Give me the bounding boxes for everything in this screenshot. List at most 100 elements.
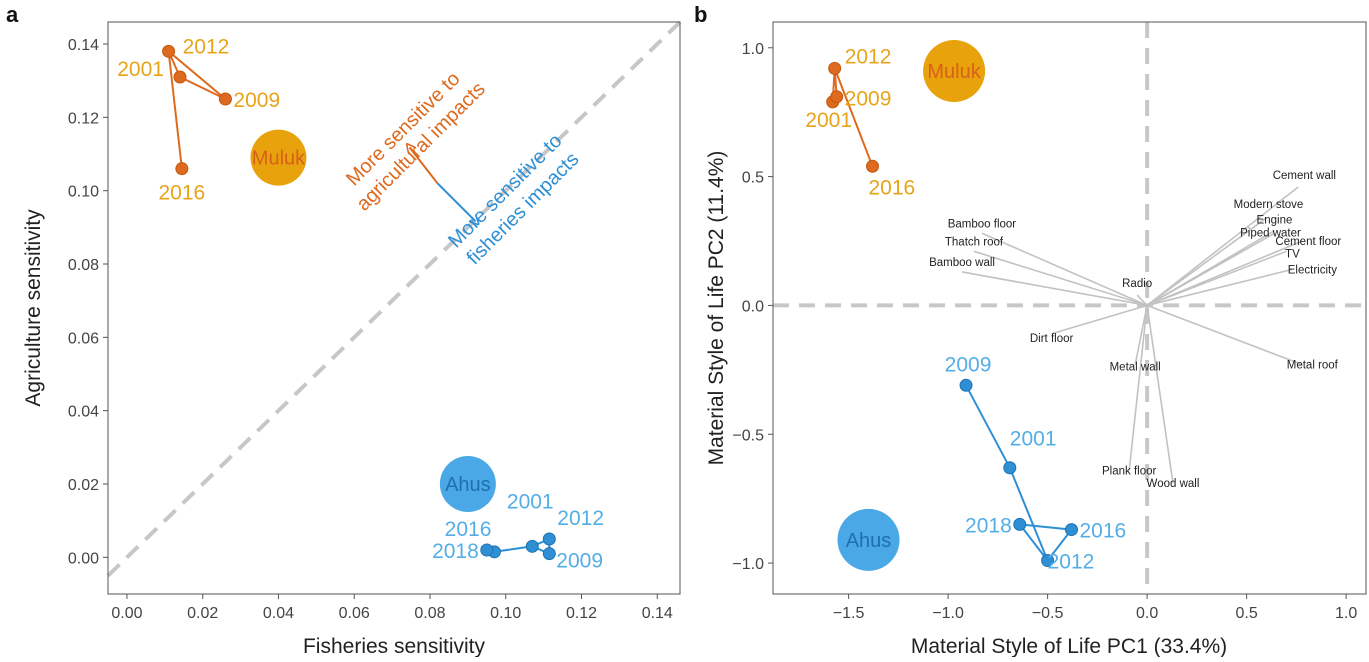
- point-ahus-2001: [1003, 461, 1017, 475]
- centroid-label-ahus: Ahus: [445, 474, 491, 496]
- point-label-muluk-2009: 2009: [845, 88, 892, 111]
- point-label-ahus-2012: 2012: [557, 507, 604, 530]
- centroid-label-muluk: Muluk: [252, 148, 306, 170]
- y-tick-label: 0.14: [68, 37, 99, 54]
- panel-b-y-axis-label: Material Style of Life PC2 (11.4%): [705, 151, 728, 466]
- fish-arrow: [436, 182, 476, 221]
- y-tick-label: 0.06: [68, 330, 99, 347]
- point-label-ahus-2016: 2016: [1079, 520, 1126, 543]
- loading-label: Bamboo wall: [929, 257, 995, 269]
- loading-vector: [1134, 305, 1148, 365]
- loading-label: Radio: [1122, 278, 1152, 290]
- point-label-ahus-2001: 2001: [1010, 428, 1057, 451]
- panel-b-plot-frame: [772, 21, 1367, 595]
- x-tick-label: −1.5: [833, 605, 865, 622]
- loading-vector: [1128, 305, 1148, 471]
- point-ahus-2016: [1064, 523, 1078, 537]
- point-muluk-2016: [865, 159, 879, 173]
- point-muluk-2016: [175, 162, 189, 176]
- x-tick-label: 0.04: [263, 605, 294, 622]
- point-muluk-2012: [162, 44, 176, 58]
- panel-b-x-axis-label: Material Style of Life PC1 (33.4%): [911, 635, 1227, 657]
- loading-label: Thatch roof: [945, 236, 1004, 248]
- y-tick-label: 0.00: [68, 550, 99, 567]
- loading-vector: [961, 271, 1148, 307]
- y-tick-label: 0.04: [68, 404, 99, 421]
- loading-label: Engine: [1257, 215, 1293, 227]
- x-tick-label: 0.08: [414, 605, 445, 622]
- y-tick-label: 0.12: [68, 110, 99, 127]
- x-tick-label: −1.0: [932, 605, 964, 622]
- y-tick-label: 0.0: [742, 298, 764, 315]
- loading-label: Piped water: [1240, 227, 1301, 239]
- loading-vector: [1146, 305, 1174, 484]
- y-tick-label: 0.02: [68, 477, 99, 494]
- point-muluk-2012: [828, 61, 842, 75]
- point-ahus-2009: [542, 547, 556, 561]
- point-label-muluk-2009: 2009: [233, 89, 280, 112]
- point-label-muluk-2001: 2001: [805, 109, 852, 132]
- x-tick-label: 0.0: [1136, 605, 1158, 622]
- trajectory-ahus: [965, 384, 1073, 562]
- point-ahus-2012: [1041, 554, 1055, 568]
- loading-label: Cement floor: [1275, 236, 1341, 248]
- point-ahus-2018: [1013, 517, 1027, 531]
- point-ahus-2018: [480, 543, 494, 557]
- panel-a-y-axis-label: Agriculture sensitivity: [22, 209, 45, 407]
- point-label-ahus-2009: 2009: [945, 353, 992, 376]
- loading-label: Bamboo floor: [948, 218, 1017, 230]
- diagonal-reference-line: [106, 20, 682, 578]
- centroid-label-ahus: Ahus: [846, 530, 892, 552]
- point-label-muluk-2012: 2012: [183, 35, 230, 58]
- y-tick-label: 0.08: [68, 257, 99, 274]
- x-tick-label: 0.14: [642, 605, 673, 622]
- y-tick-label: 0.5: [742, 170, 764, 187]
- point-label-ahus-2012: 2012: [1048, 551, 1095, 574]
- loading-label: TV: [1285, 248, 1300, 260]
- loading-vector: [1146, 250, 1287, 307]
- x-tick-label: 0.02: [187, 605, 218, 622]
- point-ahus-2012: [542, 532, 556, 546]
- point-muluk-2001: [173, 70, 187, 84]
- y-tick-label: −1.0: [732, 556, 764, 573]
- point-label-ahus-2016: 2016: [445, 518, 492, 541]
- y-tick-label: −0.5: [732, 427, 764, 444]
- loading-label: Metal wall: [1110, 362, 1161, 374]
- point-label-ahus-2018: 2018: [432, 540, 479, 563]
- point-label-muluk-2016: 2016: [159, 182, 206, 205]
- loading-vector: [973, 250, 1148, 307]
- panel-a-x-axis-label: Fisheries sensitivity: [303, 635, 486, 657]
- loading-label: Plank floor: [1102, 465, 1157, 477]
- centroid-muluk: [923, 39, 986, 102]
- point-ahus-2009: [959, 378, 973, 392]
- loading-vector: [981, 232, 1148, 307]
- x-tick-label: 0.00: [111, 605, 142, 622]
- loading-vector: [1146, 232, 1275, 307]
- loading-vector: [1146, 268, 1293, 307]
- x-tick-label: 0.06: [339, 605, 370, 622]
- agri-arrow: [410, 147, 439, 184]
- panel-a-label: a: [6, 2, 19, 27]
- loading-vector: [1051, 304, 1148, 335]
- loading-label: Dirt floor: [1030, 333, 1074, 345]
- point-muluk-2009: [830, 90, 844, 104]
- loading-label: Electricity: [1288, 264, 1337, 276]
- point-label-ahus-2009: 2009: [556, 550, 603, 573]
- loading-label: Modern stove: [1234, 199, 1304, 211]
- x-tick-label: 0.10: [490, 605, 521, 622]
- y-tick-label: 1.0: [742, 41, 764, 58]
- point-label-muluk-2001: 2001: [117, 58, 164, 81]
- loading-label: Cement wall: [1273, 170, 1336, 182]
- point-label-muluk-2012: 2012: [845, 45, 892, 68]
- panel-b-label: b: [694, 2, 707, 27]
- x-tick-label: 0.5: [1235, 605, 1257, 622]
- point-muluk-2009: [218, 92, 232, 106]
- loading-vector: [1146, 186, 1299, 307]
- y-tick-label: 0.10: [68, 184, 99, 201]
- centroid-ahus: [837, 508, 900, 571]
- x-tick-label: −0.5: [1032, 605, 1064, 622]
- loading-vector: [1136, 294, 1148, 306]
